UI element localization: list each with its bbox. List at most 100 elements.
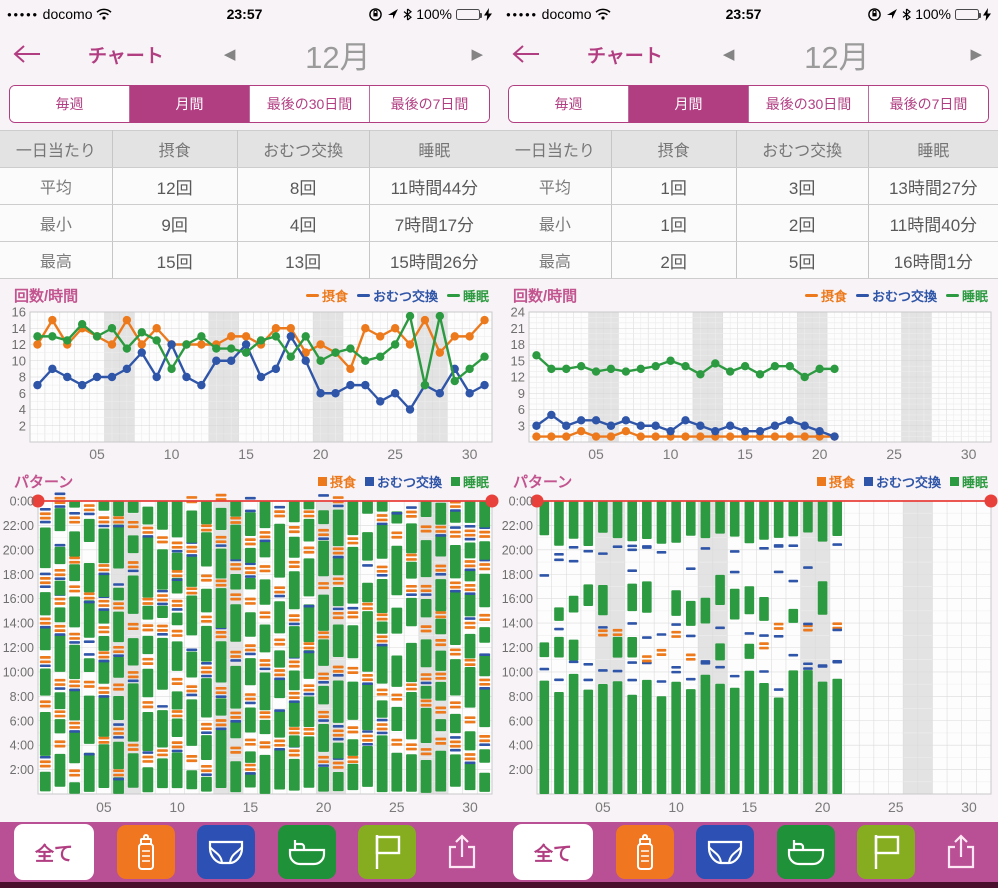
wifi-icon bbox=[595, 8, 612, 20]
next-month-button[interactable]: ▶ bbox=[471, 46, 483, 63]
feeding-legend-label: 摂食 bbox=[828, 474, 855, 490]
flag-filter-button[interactable] bbox=[358, 825, 417, 879]
pattern-chart-header: パターン 摂食 おむつ交換 睡眠 bbox=[0, 470, 499, 492]
carrier-label: docomo bbox=[541, 6, 592, 22]
diaper-legend-label: おむつ交換 bbox=[372, 288, 438, 304]
status-bar: ●●●●● docomo 23:57 100% bbox=[0, 0, 499, 28]
status-bar: ●●●●● docomo 23:57 100% bbox=[499, 0, 998, 28]
segment-last30[interactable]: 最後の30日間 bbox=[748, 86, 868, 122]
page-title: チャート bbox=[88, 45, 164, 67]
segment-last7[interactable]: 最後の7日間 bbox=[868, 86, 988, 122]
bottom-strip bbox=[499, 882, 998, 888]
svg-text:12: 12 bbox=[511, 370, 525, 385]
table-row: 平均 1回 3回 13時間27分 bbox=[499, 167, 998, 205]
prev-month-button[interactable]: ◀ bbox=[223, 46, 236, 63]
line-chart-header: 回数/時間 摂食 おむつ交換 睡眠 bbox=[499, 284, 998, 306]
line-chart: 2 4 6 8 10 12 14 16 05 10 15 20 25 30 bbox=[0, 305, 499, 464]
svg-text:12:00: 12:00 bbox=[3, 641, 34, 655]
segment-monthly[interactable]: 月間 bbox=[129, 86, 249, 122]
share-button[interactable] bbox=[938, 825, 984, 879]
col-diaper: おむつ交換 bbox=[237, 130, 370, 168]
bottle-filter-button[interactable] bbox=[615, 825, 674, 879]
svg-text:15: 15 bbox=[742, 799, 758, 815]
cradle-filter-button[interactable] bbox=[776, 825, 835, 879]
line-chart-title: 回数/時間 bbox=[14, 287, 79, 305]
row-label: 最小 bbox=[0, 204, 113, 242]
pattern-chart[interactable]: 0:00 22:00 20:00 18:00 16:00 14:00 12:00 10:00 8… bbox=[0, 489, 499, 818]
diaper-legend-label: おむつ交換 bbox=[875, 474, 941, 490]
svg-text:0:00: 0:00 bbox=[509, 495, 533, 509]
table-header-row: 一日当たり 摂食 おむつ交換 睡眠 bbox=[0, 130, 499, 168]
svg-text:24: 24 bbox=[511, 306, 525, 320]
pattern-chart[interactable]: 0:00 22:00 20:00 18:00 16:00 14:00 12:00 10:00 8… bbox=[499, 492, 998, 818]
cell: 16時間1分 bbox=[868, 241, 998, 279]
svg-text:4: 4 bbox=[19, 402, 26, 417]
svg-text:10: 10 bbox=[668, 799, 684, 815]
col-sleep: 睡眠 bbox=[868, 130, 998, 168]
line-chart-legend: 摂食 おむつ交換 睡眠 bbox=[305, 286, 489, 305]
svg-text:15: 15 bbox=[238, 446, 254, 462]
pattern-chart-title: パターン bbox=[14, 473, 74, 491]
battery-percent: 100% bbox=[915, 6, 951, 22]
segment-monthly[interactable]: 月間 bbox=[628, 86, 748, 122]
line-chart-legend: 摂食 おむつ交換 睡眠 bbox=[804, 286, 988, 305]
cell: 1回 bbox=[611, 167, 737, 205]
svg-text:25: 25 bbox=[389, 799, 405, 815]
battery-icon bbox=[456, 8, 482, 20]
feeding-legend-label: 摂食 bbox=[329, 474, 356, 490]
location-icon bbox=[887, 9, 898, 19]
col-diaper: おむつ交換 bbox=[736, 130, 869, 168]
wifi-icon bbox=[96, 8, 113, 20]
svg-text:10:00: 10:00 bbox=[3, 665, 34, 679]
diaper-legend-swatch bbox=[855, 293, 869, 297]
svg-text:4:00: 4:00 bbox=[509, 739, 533, 753]
svg-text:14:00: 14:00 bbox=[502, 617, 533, 631]
sleep-legend-label: 睡眠 bbox=[961, 474, 988, 490]
location-icon bbox=[388, 9, 399, 19]
all-filter-button[interactable]: 全て bbox=[513, 824, 593, 880]
segment-last30[interactable]: 最後の30日間 bbox=[249, 86, 369, 122]
diaper-legend-label: おむつ交換 bbox=[871, 288, 937, 304]
cradle-icon bbox=[787, 840, 824, 866]
feeding-legend-swatch bbox=[305, 293, 319, 297]
table-row: 最小 9回 4回 7時間17分 bbox=[0, 204, 499, 242]
next-month-button[interactable]: ▶ bbox=[970, 46, 982, 63]
svg-text:16:00: 16:00 bbox=[502, 592, 533, 606]
sleep-legend-swatch bbox=[446, 293, 460, 297]
cell: 12回 bbox=[112, 167, 238, 205]
prev-month-button[interactable]: ◀ bbox=[722, 46, 735, 63]
segment-last7[interactable]: 最後の7日間 bbox=[369, 86, 489, 122]
segment-weekly[interactable]: 毎週 bbox=[10, 86, 129, 122]
signal-dots-icon: ●●●●● bbox=[506, 9, 538, 19]
svg-text:2: 2 bbox=[19, 418, 26, 433]
col-feeding: 摂食 bbox=[611, 130, 737, 168]
clock: 23:57 bbox=[725, 6, 762, 22]
cell: 9回 bbox=[112, 204, 238, 242]
segment-weekly[interactable]: 毎週 bbox=[509, 86, 628, 122]
sleep-legend-swatch bbox=[949, 476, 959, 486]
diaper-legend-swatch bbox=[863, 476, 873, 486]
sleep-legend-label: 睡眠 bbox=[462, 288, 489, 304]
svg-text:8: 8 bbox=[19, 370, 26, 385]
row-label: 平均 bbox=[0, 167, 113, 205]
diaper-filter-button[interactable] bbox=[197, 825, 256, 879]
bottle-filter-button[interactable] bbox=[116, 825, 175, 879]
period-segmented-control: 毎週 月間 最後の30日間 最後の7日間 bbox=[9, 85, 490, 123]
table-row: 最小 1回 2回 11時間40分 bbox=[499, 204, 998, 242]
svg-text:8:00: 8:00 bbox=[509, 690, 533, 704]
svg-text:21: 21 bbox=[511, 321, 525, 336]
svg-text:6: 6 bbox=[19, 386, 26, 401]
cradle-filter-button[interactable] bbox=[277, 825, 336, 879]
sleep-legend-swatch bbox=[450, 476, 460, 486]
back-button[interactable] bbox=[511, 43, 545, 65]
daily-stats-table: 一日当たり 摂食 おむつ交換 睡眠 平均 12回 8回 11時間44分 最小 9… bbox=[0, 130, 499, 279]
share-icon bbox=[448, 834, 476, 869]
all-filter-button[interactable]: 全て bbox=[14, 824, 94, 880]
share-button[interactable] bbox=[439, 825, 485, 879]
diaper-filter-button[interactable] bbox=[696, 825, 755, 879]
back-button[interactable] bbox=[12, 43, 46, 65]
svg-text:22:00: 22:00 bbox=[502, 519, 533, 533]
flag-filter-button[interactable] bbox=[857, 825, 916, 879]
cell: 5回 bbox=[736, 241, 869, 279]
col-sleep: 睡眠 bbox=[369, 130, 499, 168]
